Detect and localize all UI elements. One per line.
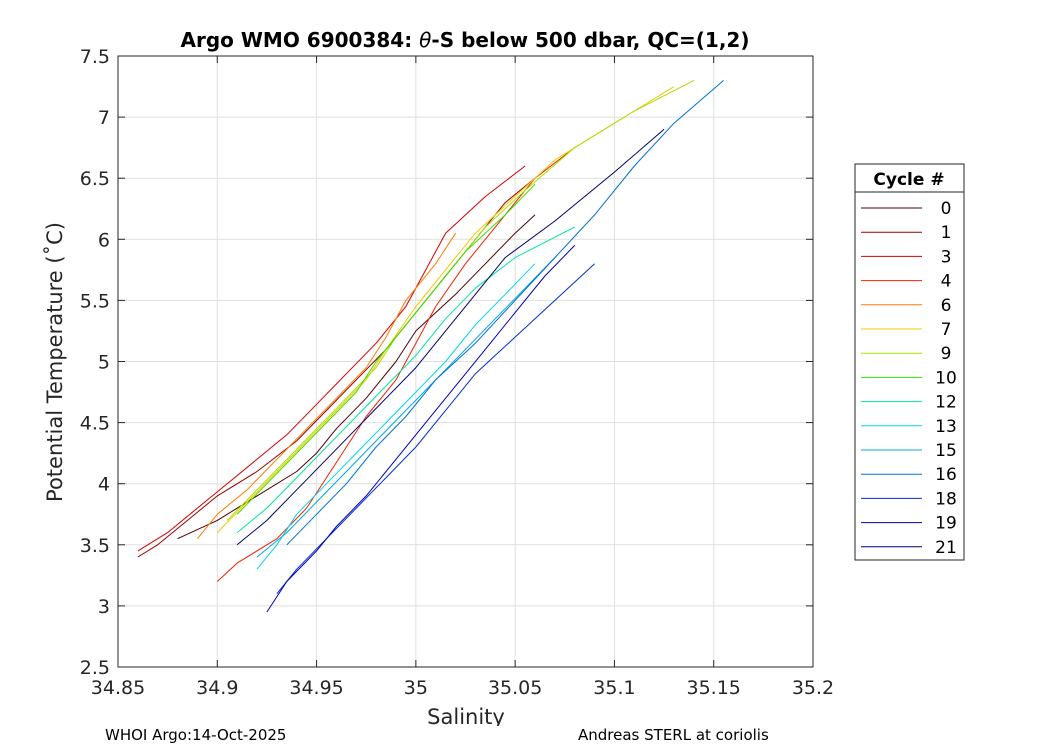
y-tick-label: 5.5: [80, 290, 110, 312]
x-tick-label: 35: [404, 677, 428, 699]
legend-label-cycle-3: 3: [941, 247, 952, 267]
x-tick-label: 35.05: [488, 677, 542, 699]
legend-label-cycle-9: 9: [941, 344, 952, 364]
x-tick-label: 35.1: [593, 677, 635, 699]
legend-label-cycle-4: 4: [941, 272, 952, 292]
legend-label-cycle-16: 16: [935, 465, 957, 485]
series-line-cycle-7: [216, 86, 675, 533]
y-tick-label: 7: [98, 107, 110, 129]
x-axis-ticks: 34.85 34.9 34.95 35 35.05 35.1 35.15 35.2: [91, 56, 834, 699]
y-tick-label: 2.5: [80, 657, 110, 679]
legend-label-cycle-6: 6: [941, 296, 952, 316]
x-tick-label: 34.9: [196, 677, 238, 699]
legend-label-cycle-13: 13: [935, 417, 957, 437]
series-layer: [137, 79, 724, 613]
x-axis-label: Salinity: [427, 705, 505, 726]
y-tick-label: 4.5: [80, 413, 110, 435]
legend-box: [854, 163, 965, 561]
series-line-cycle-13: [256, 263, 536, 570]
footer-source: WHOI Argo:14-Oct-2025: [105, 726, 287, 744]
y-axis-label-prefix: Potential Temperature (: [43, 255, 67, 502]
y-tick-label: 7.5: [80, 46, 110, 68]
legend-label-cycle-19: 19: [935, 514, 957, 534]
legend-label-cycle-7: 7: [941, 320, 952, 340]
legend-label-cycle-12: 12: [935, 393, 957, 413]
y-tick-label: 3.5: [80, 535, 110, 557]
chart-title-suffix: -S below 500 dbar, QC=(1,2): [431, 28, 749, 52]
legend-label-cycle-15: 15: [935, 441, 957, 461]
legend-label-cycle-0: 0: [941, 199, 952, 219]
y-tick-label: 6.5: [80, 168, 110, 190]
legend-label-cycle-21: 21: [935, 538, 957, 558]
series-line-cycle-21: [236, 128, 665, 546]
y-tick-label: 6: [98, 229, 110, 251]
theta-s-chart: Argo WMO 6900384: θ-S below 500 dbar, QC…: [43, 28, 965, 726]
legend-label-cycle-1: 1: [941, 223, 952, 243]
x-tick-label: 35.2: [792, 677, 834, 699]
y-axis-label: Potential Temperature (˚C): [43, 222, 67, 502]
chart-title-theta: θ: [419, 28, 431, 52]
legend-label-cycle-18: 18: [935, 489, 957, 509]
legend-label-cycle-10: 10: [935, 368, 957, 388]
series-line-cycle-16: [286, 80, 724, 546]
legend-title: Cycle #: [873, 170, 944, 190]
y-tick-label: 3: [98, 596, 110, 618]
series-line-cycle-19: [266, 245, 576, 613]
x-tick-label: 35.15: [687, 677, 741, 699]
chart-title-prefix: Argo WMO 6900384:: [181, 28, 420, 52]
series-line-cycle-10: [236, 183, 536, 515]
y-axis-label-suffix: C): [43, 222, 67, 245]
y-tick-label: 4: [98, 474, 110, 496]
series-line-cycle-3: [137, 165, 526, 552]
series-line-cycle-6: [197, 232, 457, 540]
y-axis-ticks: 2.5 3 3.5 4 4.5 5 5.5 6 6.5 7 7.5: [80, 46, 813, 679]
footer-author: Andreas STERL at coriolis: [578, 726, 769, 744]
series-line-cycle-0: [177, 214, 536, 540]
x-tick-label: 34.85: [91, 677, 145, 699]
chart-title: Argo WMO 6900384: θ-S below 500 dbar, QC…: [181, 28, 750, 52]
series-line-cycle-15: [256, 257, 556, 558]
x-tick-label: 34.95: [289, 677, 343, 699]
y-tick-label: 5: [98, 352, 110, 374]
series-line-cycle-18: [276, 263, 595, 595]
series-line-cycle-4: [216, 147, 576, 582]
y-axis-label-degree: ˚: [43, 245, 67, 256]
